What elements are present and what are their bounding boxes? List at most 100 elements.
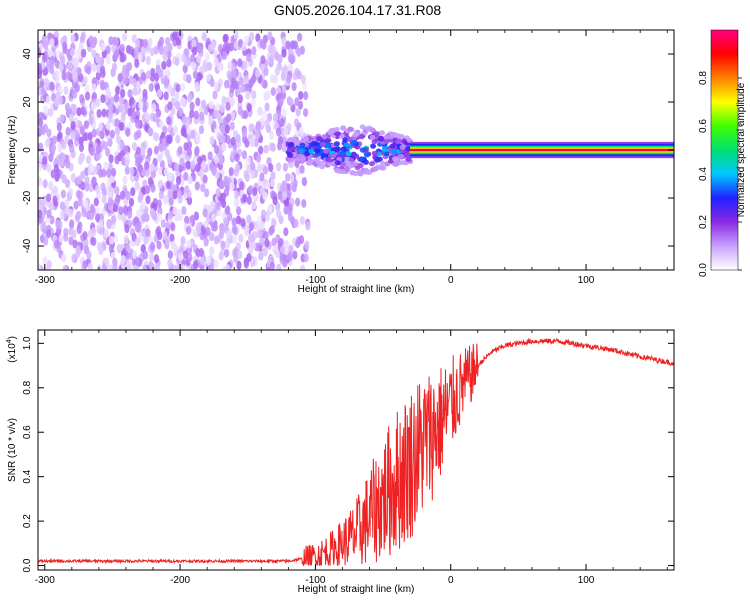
heatmap-cell <box>122 175 128 185</box>
heatmap-cell <box>213 154 219 164</box>
heatmap-cell <box>187 93 193 103</box>
heatmap-cell <box>406 137 413 143</box>
heatmap-cell <box>195 163 201 173</box>
heatmap-cell <box>288 156 295 162</box>
heatmap-cell <box>185 225 192 235</box>
heatmap-cell <box>158 68 164 78</box>
heatmap-cell <box>67 72 73 82</box>
heatmap-cell <box>229 97 236 107</box>
x-tick-label: -200 <box>170 575 190 586</box>
heatmap-cell <box>207 61 213 71</box>
heatmap-cell <box>123 102 129 112</box>
heatmap-cell <box>300 264 306 270</box>
heatmap-cell <box>75 245 81 255</box>
heatmap-cell <box>228 166 234 176</box>
heatmap-cell <box>229 84 235 94</box>
heatmap-cell <box>127 210 133 220</box>
heatmap-cell <box>246 253 252 263</box>
heatmap-cell <box>334 131 341 137</box>
x-tick-label: 100 <box>578 575 595 586</box>
heatmap-cell <box>262 165 269 175</box>
heatmap-cell <box>38 262 41 270</box>
heatmap-cell <box>286 189 292 199</box>
heatmap-cell <box>215 188 221 198</box>
heatmap-cell <box>209 246 215 256</box>
heatmap-cell <box>391 149 398 155</box>
heatmap-cell <box>80 106 86 116</box>
heatmap-cell <box>125 242 131 252</box>
heatmap-cell <box>235 215 241 225</box>
heatmap-cell <box>378 136 385 142</box>
heatmap-cell <box>122 32 128 42</box>
colorbar-tick-label: 0.0 <box>698 263 709 277</box>
heatmap-cell <box>175 83 181 93</box>
heatmap-cell <box>348 157 355 163</box>
heatmap-cell <box>193 260 199 270</box>
snr-series-line <box>38 337 674 567</box>
heatmap-cell <box>398 153 405 160</box>
heatmap-cell <box>225 134 231 144</box>
heatmap-cell <box>84 84 90 94</box>
heatmap-cell <box>131 77 138 87</box>
heatmap-cell <box>135 119 141 129</box>
heatmap-cell <box>229 121 235 131</box>
y-tick-label: 1.0 <box>22 336 33 350</box>
heatmap-cell <box>170 240 176 250</box>
heatmap-cell <box>144 111 150 121</box>
x-tick-label: -100 <box>305 275 325 286</box>
heatmap-cell <box>136 129 142 139</box>
heatmap-cell <box>287 63 293 73</box>
heatmap-cell <box>237 250 243 260</box>
heatmap-cell <box>291 82 297 92</box>
heatmap-cell <box>115 85 121 95</box>
heatmap-cell <box>224 124 230 134</box>
heatmap-cell <box>154 72 160 82</box>
heatmap-cell <box>186 126 192 136</box>
heatmap-cell <box>166 155 173 165</box>
heatmap-cell <box>114 196 120 206</box>
heatmap-cell <box>396 133 403 140</box>
heatmap-cell <box>212 90 218 100</box>
heatmap-cell <box>70 172 76 182</box>
heatmap-cell <box>147 147 153 157</box>
heatmap-cell <box>249 123 255 133</box>
heatmap-cell <box>131 110 137 120</box>
heatmap-cell <box>371 138 378 145</box>
heatmap-cell <box>99 65 106 75</box>
heatmap-cell <box>281 66 287 76</box>
heatmap-cell <box>195 135 201 145</box>
heatmap-cell <box>270 86 276 96</box>
heatmap-cell <box>250 75 256 85</box>
heatmap-cell <box>281 84 287 94</box>
heatmap-cell <box>99 79 105 89</box>
heatmap-cell <box>106 220 112 230</box>
heatmap-cell <box>292 40 299 50</box>
heatmap-cell <box>85 155 92 165</box>
heatmap-cell <box>157 206 163 216</box>
heatmap-cell <box>359 124 366 130</box>
heatmap-cell <box>60 210 66 220</box>
heatmap-cell <box>213 57 220 67</box>
snr-xlabel: Height of straight line (km) <box>298 584 415 595</box>
colorbar-gradient <box>710 29 739 271</box>
heatmap-cell <box>60 55 66 65</box>
heatmap-cell <box>178 107 184 117</box>
heatmap-cell <box>103 229 109 239</box>
heatmap-cell <box>287 53 293 63</box>
heatmap-cell <box>241 150 248 160</box>
heatmap-cell <box>220 134 226 144</box>
heatmap-cell <box>195 97 201 107</box>
heatmap-cell <box>191 39 197 49</box>
heatmap-cell <box>320 152 327 158</box>
heatmap-cell <box>195 247 201 257</box>
heatmap-cell <box>189 101 195 111</box>
heatmap-cell <box>52 185 59 195</box>
heatmap-cell <box>264 119 270 129</box>
heatmap-cell <box>207 151 213 161</box>
heatmap-cell <box>268 163 274 173</box>
heatmap-cell <box>172 125 178 135</box>
heatmap-cell <box>194 181 201 191</box>
heatmap-cell <box>52 195 58 205</box>
heatmap-cell <box>255 68 261 78</box>
heatmap-cell <box>91 49 97 59</box>
